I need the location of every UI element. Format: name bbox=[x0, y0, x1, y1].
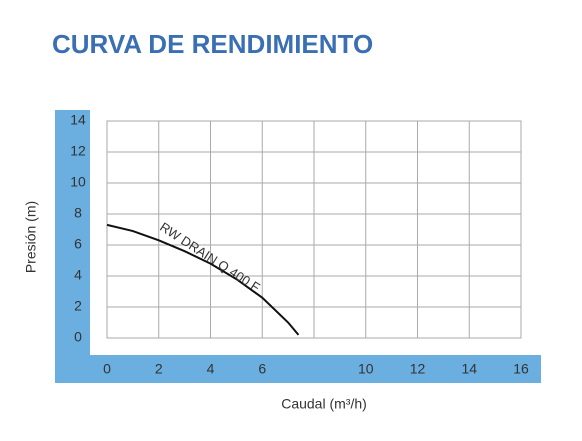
y-axis-label: Presión (m) bbox=[23, 201, 39, 273]
x-tick-label: 0 bbox=[103, 361, 111, 377]
x-tick-label: 12 bbox=[410, 361, 426, 377]
y-tick-label: 2 bbox=[74, 298, 82, 314]
x-tick-label: 4 bbox=[207, 361, 215, 377]
x-axis-label: Caudal (m³/h) bbox=[281, 396, 367, 412]
y-tick-label: 0 bbox=[74, 329, 82, 345]
x-tick-label: 2 bbox=[155, 361, 163, 377]
x-tick-label: 14 bbox=[461, 361, 477, 377]
y-tick-label: 12 bbox=[70, 143, 86, 159]
axis-band bbox=[55, 110, 541, 383]
y-tick-label: 10 bbox=[70, 174, 86, 190]
y-tick-label: 4 bbox=[74, 267, 82, 283]
x-tick-label: 16 bbox=[513, 361, 529, 377]
y-tick-label: 8 bbox=[74, 205, 82, 221]
chart-title: CURVA DE RENDIMIENTO bbox=[52, 29, 373, 59]
curve bbox=[106, 223, 300, 336]
y-tick-label: 14 bbox=[70, 112, 86, 128]
y-tick-label: 6 bbox=[74, 236, 82, 252]
x-tick-label: 10 bbox=[358, 361, 374, 377]
x-tick-label: 6 bbox=[258, 361, 266, 377]
